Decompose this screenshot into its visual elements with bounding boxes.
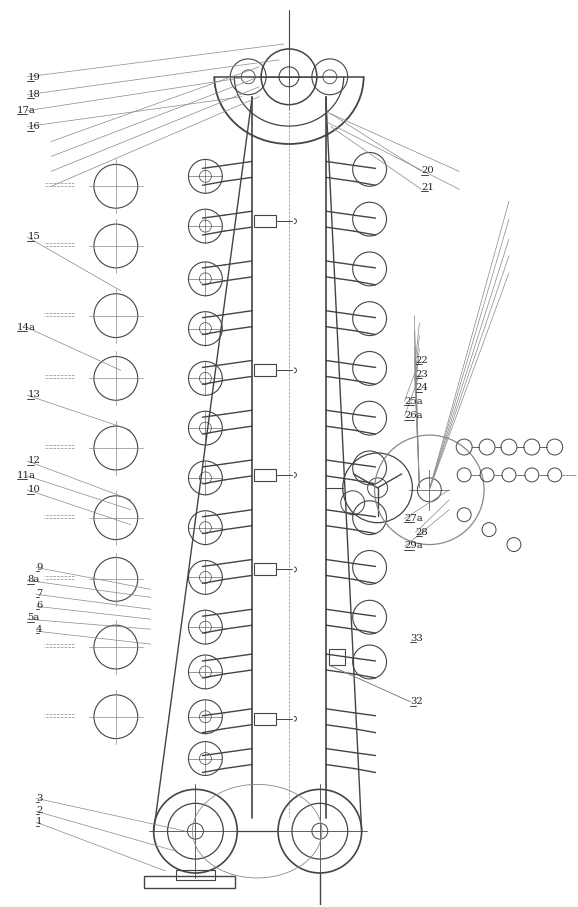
Text: 5a: 5a: [27, 613, 40, 622]
Text: 33: 33: [410, 634, 423, 643]
Text: 16: 16: [27, 122, 40, 132]
Text: 17a: 17a: [17, 106, 36, 115]
Text: 21: 21: [421, 182, 434, 191]
Bar: [254, 563, 276, 575]
Text: 14a: 14a: [17, 323, 36, 332]
Text: 26a: 26a: [404, 411, 423, 420]
Bar: [254, 713, 276, 725]
Text: 29a: 29a: [404, 541, 423, 550]
Text: 10: 10: [27, 485, 40, 494]
Text: 7: 7: [36, 589, 42, 598]
Text: 32: 32: [410, 697, 423, 707]
Text: 11a: 11a: [17, 471, 36, 480]
Text: 13: 13: [27, 390, 40, 399]
Text: 8a: 8a: [27, 575, 40, 584]
Text: 12: 12: [27, 456, 40, 465]
Text: 3: 3: [36, 794, 42, 803]
Text: 4: 4: [36, 625, 42, 634]
Bar: [254, 365, 276, 376]
Text: 28: 28: [416, 528, 428, 537]
Text: 24: 24: [416, 383, 428, 392]
Text: 23: 23: [416, 369, 428, 378]
Text: 27a: 27a: [404, 514, 423, 523]
Bar: [329, 649, 344, 665]
Bar: [144, 876, 235, 888]
Text: 18: 18: [27, 90, 40, 99]
Bar: [254, 469, 276, 481]
Bar: [176, 870, 216, 880]
Text: 2: 2: [36, 805, 42, 814]
Bar: [254, 215, 276, 227]
Text: 6: 6: [36, 600, 42, 610]
Text: 19: 19: [27, 73, 40, 82]
Text: 20: 20: [421, 167, 434, 175]
Text: 15: 15: [27, 232, 40, 241]
Text: 9: 9: [36, 562, 42, 571]
Text: 22: 22: [416, 356, 428, 365]
Text: 25a: 25a: [404, 396, 423, 405]
Text: 1: 1: [36, 817, 42, 826]
